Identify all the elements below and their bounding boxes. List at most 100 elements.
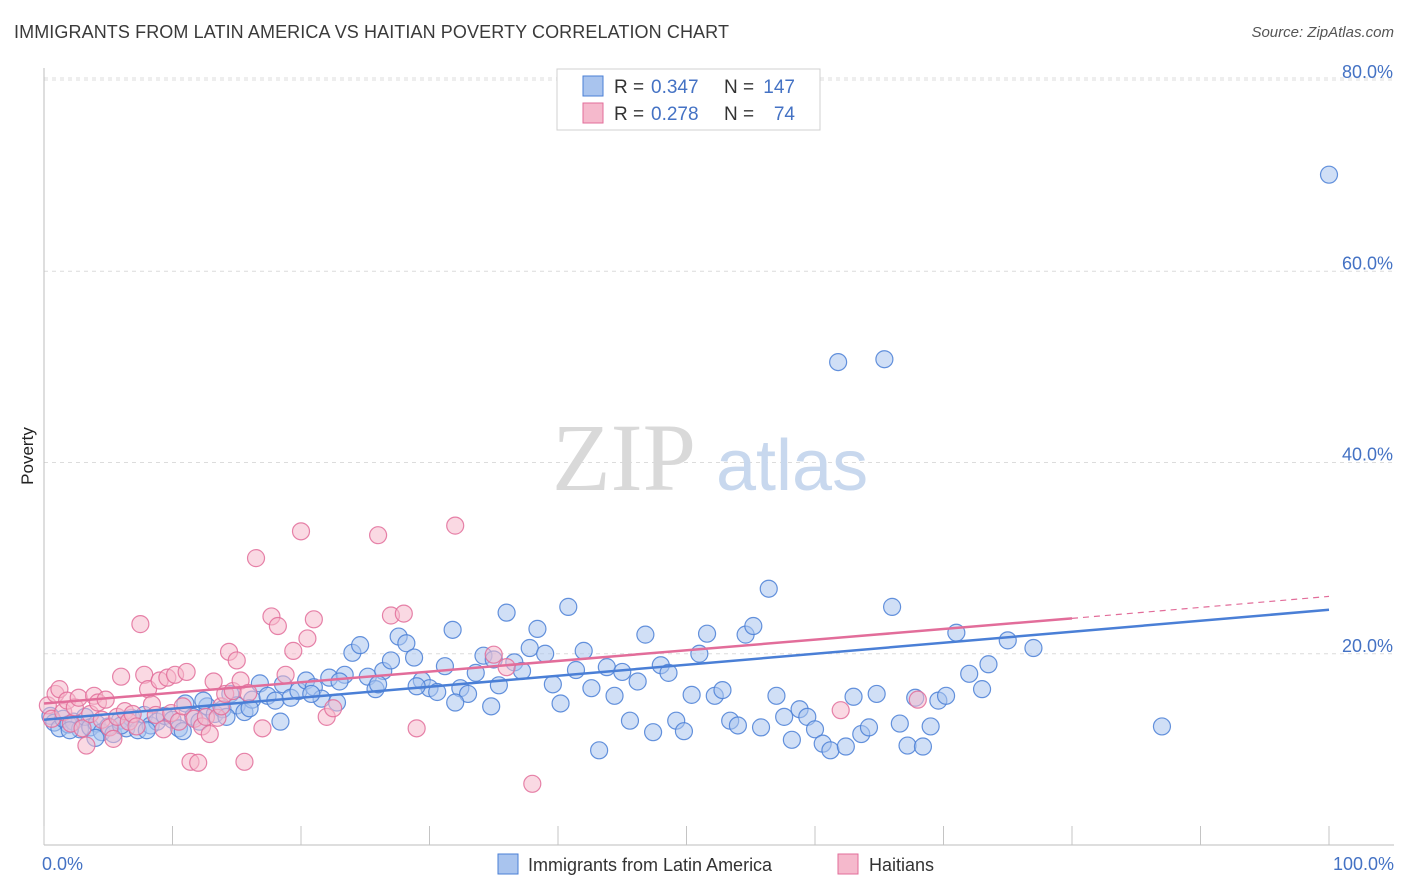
haitian-point-39 [189, 753, 208, 772]
latin-america-point-88 [674, 722, 694, 741]
latin-america-point-63 [482, 697, 501, 716]
haitian-point-51 [235, 752, 254, 771]
y-tick-label-60: 60.0% [1342, 253, 1393, 273]
haitian-point-68 [484, 645, 503, 664]
legend-swatch-pink [582, 102, 604, 124]
latin-america-point-120 [921, 717, 940, 736]
axes [43, 68, 1394, 846]
bottom-legend-swatch-pink [837, 853, 859, 875]
haitian-point-23 [127, 717, 146, 736]
y-tick-label-40: 40.0% [1342, 445, 1393, 465]
latin-america-point-79 [605, 686, 624, 705]
legend-n-value-1: 147 [763, 77, 795, 98]
latin-america-point-93 [713, 680, 732, 700]
haitian-point-8 [69, 688, 88, 707]
haitian-point-10 [77, 736, 96, 755]
latin-america-point-97 [744, 616, 763, 636]
watermark-zip: ZIP [552, 404, 696, 511]
latin-america-point-128 [1024, 638, 1043, 658]
latin-america-point-108 [829, 352, 848, 372]
watermark: ZIP atlas [552, 404, 868, 511]
latin-america-point-71 [543, 675, 562, 694]
legend-r-label-2: R = [614, 104, 644, 125]
latin-america-point-112 [859, 718, 879, 737]
latin-america-point-122 [936, 686, 956, 705]
legend-swatch-blue [582, 75, 604, 97]
latin-america-point-110 [844, 687, 863, 706]
latin-america-point-56 [428, 682, 447, 702]
haitian-point-63 [369, 526, 388, 545]
latin-america-point-144 [446, 693, 465, 712]
latin-america-point-105 [805, 720, 825, 739]
latin-america-point-100 [767, 686, 786, 705]
trend-line-latin-america [43, 608, 1330, 721]
haitian-point-49 [227, 651, 246, 670]
latin-america-point-69 [528, 619, 547, 638]
latin-america-point-99 [759, 579, 778, 598]
haitian-point-65 [394, 604, 413, 623]
trend-line-haitians-extension [1071, 595, 1330, 619]
haitian-point-71 [831, 701, 850, 720]
bottom-legend-swatch-blue [497, 853, 519, 875]
haitian-point-19 [111, 667, 131, 686]
latin-america-point-91 [697, 624, 717, 643]
haitian-point-42 [200, 724, 219, 744]
y-axis-label: Poverty [18, 427, 37, 485]
legend-r-label-1: R = [614, 77, 644, 98]
x-tick-label-max: 100.0% [1333, 854, 1394, 874]
y-tick-labels: 20.0% 40.0% 60.0% 80.0% [1342, 62, 1393, 656]
haitian-point-59 [291, 522, 311, 541]
y-tick-label-20: 20.0% [1342, 636, 1393, 656]
haitian-point-54 [253, 719, 272, 738]
latin-america-point-126 [979, 655, 998, 674]
haitian-point-66 [407, 719, 426, 738]
latin-america-point-60 [458, 684, 478, 704]
latin-america-point-129 [1152, 717, 1172, 736]
watermark-atlas: atlas [716, 426, 868, 506]
latin-america-point-113 [867, 684, 886, 704]
latin-america-point-125 [972, 680, 992, 699]
haitian-point-34 [169, 712, 189, 731]
latin-america-point-77 [590, 741, 609, 760]
latin-america-point-115 [882, 597, 902, 616]
haitian-point-70 [523, 774, 542, 793]
latin-america-point-141 [330, 672, 349, 691]
haitian-point-69 [497, 658, 516, 677]
latin-america-point-50 [381, 651, 401, 670]
latin-america-point-109 [836, 737, 855, 756]
latin-america-point-89 [682, 685, 701, 704]
latin-america-point-86 [659, 663, 678, 682]
latin-america-point-83 [636, 625, 655, 644]
bottom-legend: Immigrants from Latin America Haitians [497, 853, 934, 875]
legend-n-label-2: N = [724, 104, 754, 125]
x-tick-labels: 0.0% 100.0% [42, 854, 1394, 874]
haitian-point-72 [908, 690, 927, 709]
legend-r-value-2: 0.278 [651, 104, 699, 125]
latin-america-point-52 [397, 634, 416, 653]
latin-america-point-73 [559, 597, 578, 616]
latin-america-point-119 [913, 737, 933, 756]
source-label: Source: ZipAtlas.com [1251, 24, 1394, 41]
haitian-point-67 [446, 516, 465, 535]
latin-america-point-46 [351, 636, 370, 655]
legend-n-label-1: N = [724, 77, 754, 98]
bottom-legend-label-haitians: Haitians [869, 855, 934, 875]
latin-america-point-107 [821, 741, 840, 760]
latin-america-point-98 [751, 718, 771, 737]
latin-america-point-117 [898, 736, 917, 755]
latin-america-point-72 [551, 694, 570, 713]
latin-america-point-68 [520, 638, 539, 658]
latin-america-point-57 [435, 657, 455, 676]
legend-box: R = 0.347 N = 147 R = 0.278 N = 74 [556, 68, 821, 131]
latin-america-point-84 [643, 723, 663, 742]
grid [44, 77, 1394, 655]
bottom-legend-label-latin-america: Immigrants from Latin America [528, 855, 773, 875]
haitian-point-57 [276, 665, 295, 684]
latin-america-point-127 [998, 631, 1017, 650]
legend-r-value-1: 0.347 [651, 77, 699, 98]
latin-america-point-75 [574, 641, 593, 660]
x-tick-label-min: 0.0% [42, 854, 83, 874]
haitian-point-36 [177, 662, 196, 682]
haitian-point-60 [298, 629, 317, 648]
latin-america-point-116 [890, 714, 909, 733]
